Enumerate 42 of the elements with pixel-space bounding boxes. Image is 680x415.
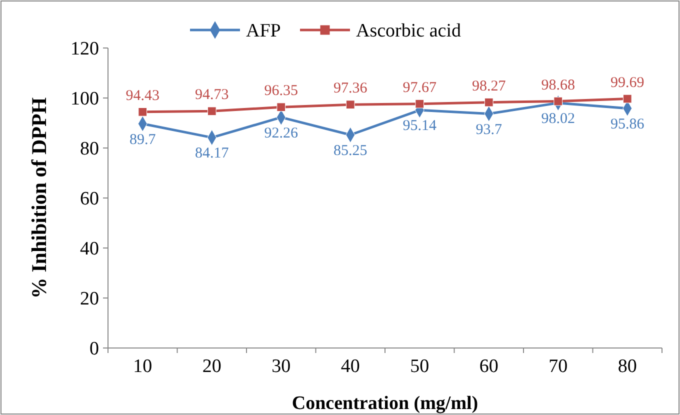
data-label: 85.25	[334, 142, 368, 159]
data-label: 89.7	[130, 132, 156, 148]
y-tick-label: 80	[80, 138, 99, 160]
y-axis-title: % Inhibition of DPPH	[27, 97, 51, 299]
data-label: 93.7	[476, 122, 502, 138]
x-tick-label: 60	[479, 356, 498, 377]
point	[415, 99, 424, 108]
y-tick-label: 60	[80, 188, 99, 210]
legend-label: Ascorbic acid	[356, 20, 462, 42]
data-label: 97.36	[334, 80, 368, 97]
y-tick-label: 40	[80, 238, 99, 260]
data-label: 95.14	[402, 118, 437, 134]
legend-label: AFP	[246, 20, 281, 42]
data-label: 92.26	[264, 125, 298, 142]
point	[207, 106, 216, 116]
point	[346, 100, 355, 110]
y-tick-label: 20	[80, 288, 99, 310]
x-axis-title: Concentration (mg/ml)	[292, 393, 478, 414]
data-label: 97.67	[402, 80, 437, 96]
y-tick-label: 100	[70, 88, 99, 110]
data-label: 84.17	[195, 146, 230, 162]
y-tick-label: 120	[70, 38, 99, 60]
x-tick-label: 40	[340, 356, 360, 377]
x-tick-label: 70	[548, 356, 568, 377]
point	[484, 98, 494, 107]
data-label: 94.43	[126, 88, 160, 104]
x-tick-label: 50	[410, 356, 430, 377]
point	[276, 102, 286, 112]
data-label: 98.02	[541, 110, 575, 127]
x-tick-label: 20	[202, 356, 222, 377]
x-tick-label: 10	[133, 356, 152, 377]
data-label: 96.35	[264, 83, 298, 100]
x-tick-label: 30	[272, 356, 291, 377]
y-tick-label: 0	[90, 338, 99, 360]
point	[622, 94, 632, 104]
data-label: 98.68	[541, 77, 575, 94]
data-label: 94.73	[195, 87, 229, 104]
data-label: 95.86	[610, 116, 645, 132]
data-label: 98.27	[472, 78, 506, 94]
data-label: 99.69	[610, 74, 644, 91]
x-tick-label: 80	[618, 356, 637, 377]
point	[138, 107, 148, 116]
